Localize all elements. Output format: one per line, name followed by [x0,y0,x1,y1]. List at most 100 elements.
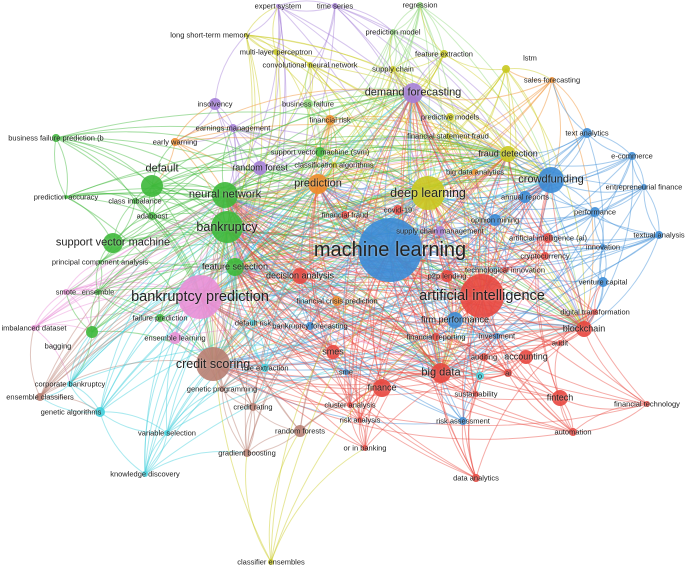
node-label[interactable]: decision analysis [265,270,335,281]
node-label[interactable]: prediction accuracy [33,192,99,202]
keyword-node[interactable] [103,233,123,253]
node-label[interactable]: text analytics [565,128,609,138]
node-label[interactable]: knowledge discovery [110,469,180,479]
node-label[interactable]: or in banking [343,443,387,453]
node-label[interactable]: technological innovation [464,265,546,275]
keyword-node[interactable] [494,333,500,339]
keyword-node[interactable] [460,274,504,318]
node-label[interactable]: artificial intelligence (ai) [509,233,587,243]
keyword-node[interactable] [244,33,248,37]
keyword-node[interactable] [390,66,396,72]
node-label[interactable]: annual reports [501,192,549,202]
node-label[interactable]: bankruptcy forecasting [272,321,348,331]
keyword-node[interactable] [196,347,230,381]
node-label[interactable]: entrepreneurial finance [605,182,683,192]
keyword-node[interactable] [211,211,243,243]
keyword-node[interactable] [303,99,313,109]
node-label[interactable]: genetic algorithms [40,407,102,417]
keyword-node[interactable] [431,363,451,383]
keyword-node[interactable] [95,289,101,295]
keyword-node[interactable] [178,275,222,319]
keyword-node[interactable] [644,401,650,407]
keyword-node[interactable] [292,268,308,284]
keyword-node[interactable] [169,332,181,344]
node-label[interactable]: support vector machine [55,236,171,249]
keyword-node[interactable] [132,198,138,204]
node-label[interactable]: ensemble classifiers [6,392,74,402]
keyword-node[interactable] [552,390,568,406]
node-label[interactable]: genetic programming [186,384,258,394]
keyword-node[interactable] [253,161,267,175]
node-label[interactable]: cluster analysis [324,400,376,410]
node-label[interactable]: p2p lending [427,271,467,281]
keyword-node[interactable] [212,182,238,208]
keyword-node[interactable] [156,314,164,322]
keyword-node[interactable] [52,134,60,142]
node-label[interactable]: ensemble learning [144,333,206,343]
node-label[interactable]: credit scoring [175,356,251,371]
keyword-node[interactable] [445,133,451,139]
node-label[interactable]: firm performance [420,314,490,325]
node-label[interactable]: sustainability [454,389,498,399]
node-label[interactable]: class imbalance [108,196,162,206]
keyword-node[interactable] [569,428,577,436]
node-label[interactable]: investment [478,331,516,341]
node-label[interactable]: credit rating [233,402,273,412]
node-label[interactable]: risk analysis [339,415,381,425]
node-label[interactable]: principal component analysis [51,257,149,267]
node-label[interactable]: insolvency [197,99,233,109]
keyword-node[interactable] [36,393,44,401]
node-label[interactable]: random forests [274,426,326,436]
keyword-node[interactable] [576,321,592,337]
node-label[interactable]: financial technology [614,399,680,409]
keyword-node[interactable] [480,353,488,361]
keyword-node[interactable] [347,402,353,408]
keyword-node[interactable] [476,372,484,380]
keyword-node[interactable] [411,176,445,210]
node-label[interactable]: random forest [232,162,288,173]
keyword-node[interactable] [307,62,313,68]
keyword-node[interactable] [393,205,403,215]
keyword-node[interactable] [541,252,549,260]
keyword-node[interactable] [549,77,555,83]
node-label[interactable]: financial fraud [321,210,369,220]
keyword-node[interactable] [331,162,337,168]
keyword-node[interactable] [243,449,251,457]
keyword-node[interactable] [446,113,454,121]
keyword-node[interactable] [502,267,508,273]
node-label[interactable]: rule extraction [241,363,289,373]
node-label[interactable]: supply chain [372,64,414,74]
node-label[interactable]: fraud detection [478,148,538,159]
keyword-node[interactable] [543,233,553,243]
keyword-node[interactable] [268,559,274,565]
keyword-node[interactable] [447,312,463,328]
node-label[interactable]: multi-layer perceptron [239,47,313,57]
node-label[interactable]: artificial intelligence [419,287,545,304]
node-label[interactable]: bankruptcy [196,219,258,234]
node-label[interactable]: earnings management [195,123,271,133]
node-label[interactable]: covid-19 [383,205,413,215]
keyword-node[interactable] [294,425,306,437]
node-label[interactable]: sme [338,367,354,377]
keyword-node[interactable] [390,29,396,35]
keyword-node[interactable] [403,83,423,103]
keyword-node[interactable] [148,212,156,220]
keyword-node[interactable] [472,169,478,175]
keyword-node[interactable] [341,211,349,219]
node-label[interactable]: default [145,162,179,175]
node-label[interactable]: business failure prediction (b [8,133,104,143]
node-label[interactable]: convolutional neural network [262,60,358,70]
keyword-node[interactable] [250,320,256,326]
keyword-node[interactable] [358,218,422,282]
node-label[interactable]: smes [322,346,344,357]
keyword-node[interactable] [141,175,163,197]
keyword-node[interactable] [440,50,448,58]
node-label[interactable]: corporate bankruptcy [34,379,106,389]
node-label[interactable]: innovation [585,242,621,252]
node-label[interactable]: data analytics [453,473,499,483]
keyword-node[interactable] [504,369,512,377]
node-label[interactable]: failure prediction [132,313,188,323]
node-label[interactable]: e-commerce [611,151,653,161]
keyword-node[interactable] [273,49,279,55]
node-label[interactable]: adaboost [136,211,168,221]
